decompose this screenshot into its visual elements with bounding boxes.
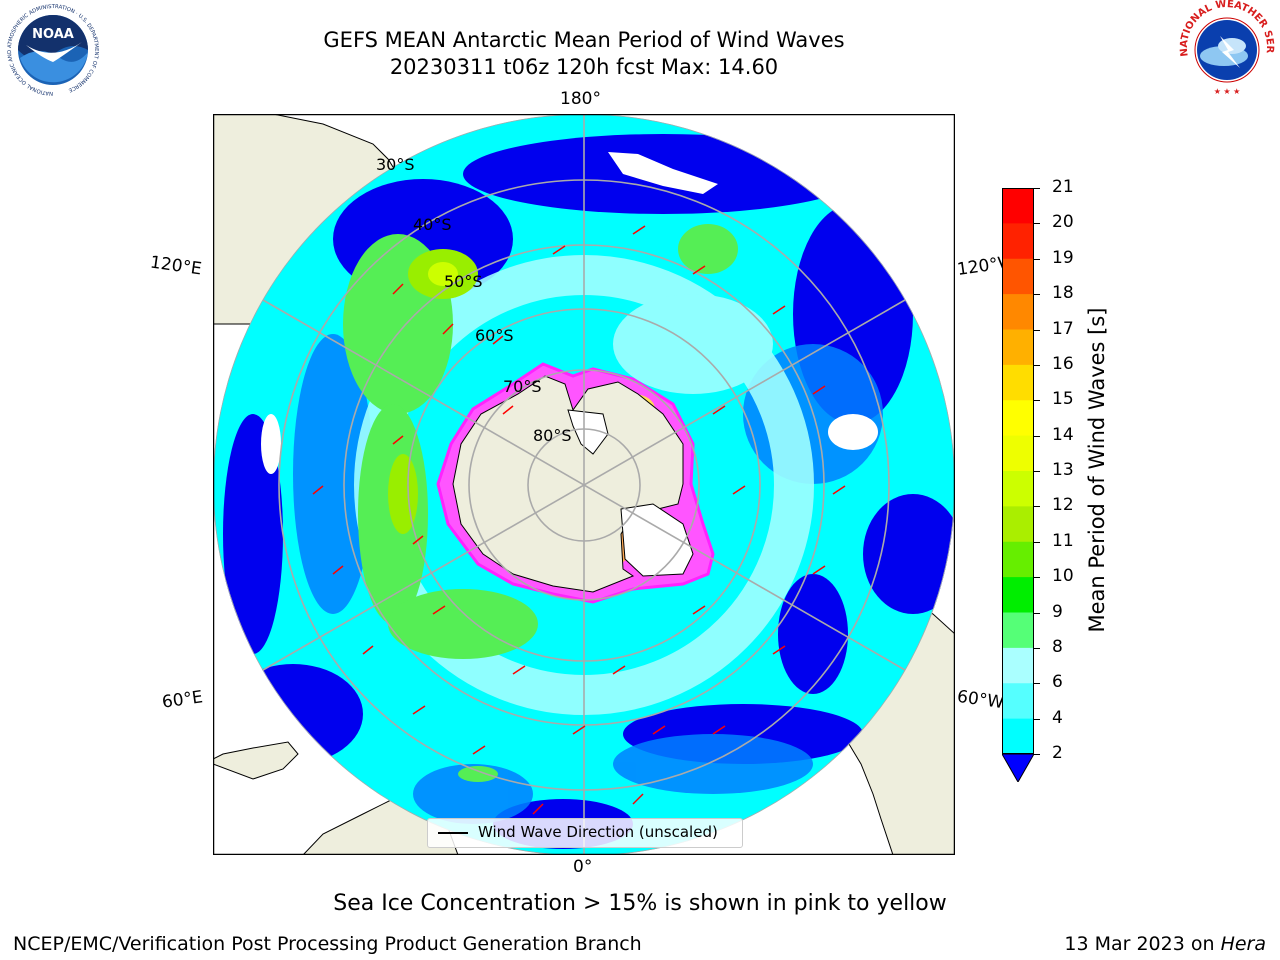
colorbar-tick-mark	[1034, 718, 1040, 720]
lat-label-50s: 50°S	[444, 272, 483, 291]
colorbar-tick-label: 14	[1052, 424, 1074, 445]
colorbar-segment	[1002, 541, 1034, 578]
colorbar-tick-label: 10	[1052, 566, 1074, 587]
chart-title-line1: GEFS MEAN Antarctic Mean Period of Wind …	[323, 28, 845, 52]
colorbar-tick-label: 4	[1052, 707, 1063, 728]
lon-label-60e: 60°E	[160, 687, 205, 713]
colorbar-ticks: 2 4 6 8 9 10 11 12 13 14 15 16 17 18 19 20 21	[1034, 177, 1080, 763]
footer-date-text: 13 Mar 2023 on	[1064, 933, 1221, 955]
map-legend: Wind Wave Direction (unscaled)	[427, 818, 743, 848]
colorbar-tick-label: 9	[1052, 601, 1063, 622]
colorbar-tick-mark	[1034, 471, 1040, 472]
colorbar-segment	[1002, 294, 1034, 330]
lon-label-180: 180°	[560, 89, 601, 109]
colorbar-tick-label: 20	[1052, 212, 1074, 233]
lon-label-120e: 120°E	[148, 252, 203, 280]
colorbar-tick-mark	[1034, 541, 1040, 543]
colorbar-tick-mark	[1034, 258, 1040, 260]
colorbar-frame	[1002, 188, 1034, 754]
colorbar-tick-label: 6	[1052, 672, 1063, 693]
colorbar-tick-label: 15	[1052, 389, 1074, 410]
colorbar-label: Mean Period of Wind Waves [s]	[1085, 307, 1109, 633]
colorbar-tick-label: 19	[1052, 247, 1074, 268]
lat-label-70s: 70°S	[503, 377, 542, 396]
colorbar-segment	[1002, 577, 1034, 613]
colorbar-segment	[1002, 506, 1034, 543]
colorbar-tick-mark	[1034, 647, 1040, 649]
colorbar-segment	[1002, 683, 1034, 720]
colorbar-tick-label: 12	[1052, 495, 1074, 516]
colorbar-tick-label: 21	[1052, 177, 1074, 197]
colorbar-tick-label: 17	[1052, 318, 1074, 339]
colorbar-tick-mark	[1034, 400, 1040, 402]
colorbar-tick-mark	[1034, 435, 1040, 437]
colorbar-tick-label: 13	[1052, 460, 1074, 480]
colorbar-segment	[1002, 258, 1034, 295]
colorbar-tick-mark	[1034, 577, 1040, 579]
noaa-logo: NOAA NATIONAL OCEANIC AND ATMOSPHERIC AD…	[0, 0, 106, 100]
antarctica	[452, 375, 694, 593]
footer-date: 13 Mar 2023 on Hera	[1064, 933, 1266, 955]
colorbar-tick-mark	[1034, 329, 1040, 331]
svg-text:★ ★ ★: ★ ★ ★	[1214, 87, 1241, 96]
svg-text:NOAA: NOAA	[32, 27, 74, 42]
lat-label-30s: 30°S	[376, 155, 415, 174]
legend-label: Wind Wave Direction (unscaled)	[478, 823, 718, 841]
colorbar-segment	[1002, 612, 1034, 649]
lat-label-60s: 60°S	[475, 326, 514, 345]
lat-label-80s: 80°S	[533, 426, 572, 445]
nws-logo: NATIONAL WEATHER SERVICE ★ ★ ★	[1170, 0, 1280, 100]
polar-map: 30°S 40°S 50°S 60°S 70°S 80°S Wind Wave …	[213, 114, 955, 855]
wind-wave-arrows	[312, 225, 846, 815]
colorbar-tick-mark	[1034, 223, 1040, 225]
colorbar-tick-label: 11	[1052, 530, 1074, 551]
colorbar-extend-arrow	[1002, 753, 1034, 782]
graticule	[213, 114, 955, 855]
colorbar-segment	[1002, 471, 1034, 507]
colorbar	[1002, 188, 1034, 782]
lon-label-0: 0°	[573, 857, 593, 877]
colorbar-segment	[1002, 400, 1034, 437]
wave-period-field	[213, 114, 955, 855]
colorbar-segment	[1002, 223, 1034, 260]
lat-label-40s: 40°S	[413, 215, 452, 234]
colorbar-segment	[1002, 364, 1034, 401]
chart-title-line2: 20230311 t06z 120h fcst Max: 14.60	[389, 55, 779, 79]
colorbar-tick-label: 16	[1052, 353, 1074, 374]
colorbar-segment	[1002, 647, 1034, 684]
lon-label-60w: 60°W	[955, 686, 1006, 714]
colorbar-segment	[1002, 188, 1034, 224]
colorbar-tick-label: 8	[1052, 636, 1063, 657]
colorbar-tick-label: 18	[1052, 283, 1074, 304]
colorbar-tick-mark	[1034, 754, 1040, 755]
colorbar-tick-mark	[1034, 188, 1040, 189]
footer-credit: NCEP/EMC/Verification Post Processing Pr…	[13, 933, 642, 955]
colorbar-tick-label: 2	[1052, 743, 1063, 763]
colorbar-tick-mark	[1034, 294, 1040, 296]
colorbar-tick-mark	[1034, 364, 1040, 366]
colorbar-tick-mark	[1034, 612, 1040, 614]
colorbar-segment	[1002, 329, 1034, 366]
colorbar-tick-mark	[1034, 506, 1040, 508]
footer-host: Hera	[1220, 933, 1266, 955]
legend-line-swatch	[438, 832, 468, 834]
colorbar-segment	[1002, 435, 1034, 472]
sea-ice-caption: Sea Ice Concentration > 15% is shown in …	[333, 891, 947, 916]
colorbar-segment	[1002, 718, 1034, 755]
colorbar-tick-mark	[1034, 683, 1040, 685]
